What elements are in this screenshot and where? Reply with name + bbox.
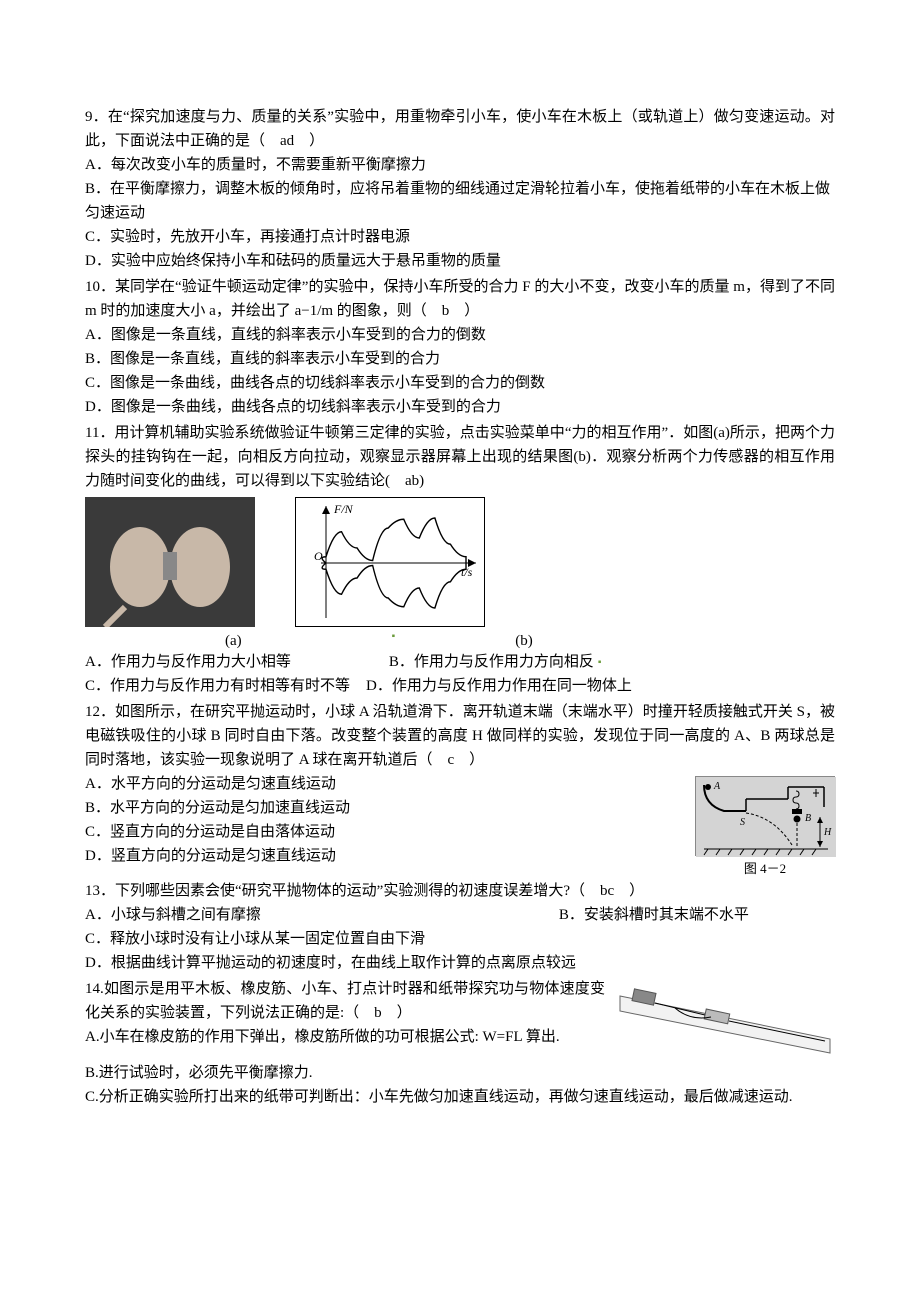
q11-figure-labels: (a) ▪ (b) — [85, 631, 545, 650]
q11-figure-a-box — [85, 497, 255, 627]
q11-opt-d: D．作用力与反作用力作用在同一物体上 — [366, 678, 632, 694]
q13-opt-d: D．根据曲线计算平抛运动的初速度时，在曲线上取作计算的点离原点较远 — [85, 951, 835, 975]
circuit-icon: A S B H — [696, 777, 836, 857]
q14-opt-b: B.进行试验时，必须先平衡摩擦力. — [85, 1061, 835, 1085]
q11-label-b: (b) — [515, 633, 533, 650]
q11-options-row2: C．作用力与反作用力有时相等有时不等 D．作用力与反作用力作用在同一物体上 — [85, 674, 835, 698]
q12-circuit-board: A S B H — [695, 776, 835, 856]
q11-figures: F/N t/s O — [85, 497, 835, 627]
accent-dot-icon: ▪ — [598, 657, 602, 668]
q10-opt-c: C．图像是一条曲线，曲线各点的切线斜率表示小车受到的合力的倒数 — [85, 371, 835, 395]
q11-opt-b: B．作用力与反作用力方向相反 — [389, 654, 594, 670]
q14-opt-c: C.分析正确实验所打出来的纸带可判断出：小车先做匀加速直线运动，再做匀速直线运动… — [85, 1085, 835, 1109]
question-10: 10．某同学在“验证牛顿运动定律”的实验中，保持小车所受的合力 F 的大小不变，… — [85, 275, 835, 419]
svg-text:A: A — [713, 781, 721, 792]
q12-figure: A S B H — [695, 776, 835, 877]
q11-figure-b-graph: F/N t/s O — [295, 497, 485, 627]
accent-dot-icon: ▪ — [392, 631, 396, 650]
q13-opt-c: C．释放小球时没有让小球从某一固定位置自由下滑 — [85, 927, 835, 951]
hands-icon — [85, 497, 255, 627]
q11-stem: 11．用计算机辅助实验系统做验证牛顿第三定律的实验，点击实验菜单中“力的相互作用… — [85, 421, 835, 493]
q11-opt-a: A．作用力与反作用力大小相等 — [85, 654, 291, 670]
q13-opt-a: A．小球与斜槽之间有摩擦 — [85, 907, 261, 923]
q11-label-a: (a) — [225, 633, 242, 650]
svg-text:t/s: t/s — [461, 565, 473, 579]
svg-text:F/N: F/N — [333, 502, 354, 516]
q11-options-row1: A．作用力与反作用力大小相等 B．作用力与反作用力方向相反 ▪ — [85, 650, 835, 674]
q14-figure — [615, 981, 835, 1061]
svg-text:B: B — [805, 813, 811, 824]
q13-stem: 13．下列哪些因素会使“研究平抛物体的运动”实验测得的初速度误差增大?（ bc … — [85, 879, 835, 903]
q11-opt-c: C．作用力与反作用力有时相等有时不等 — [85, 678, 350, 694]
q9-opt-a: A．每次改变小车的质量时，不需要重新平衡摩擦力 — [85, 153, 835, 177]
q10-opt-b: B．图像是一条直线，直线的斜率表示小车受到的合力 — [85, 347, 835, 371]
q13-opt-b: B．安装斜槽时其末端不水平 — [559, 907, 749, 923]
q11-figure-b-box: F/N t/s O — [295, 497, 485, 627]
q9-opt-b: B．在平衡摩擦力，调整木板的倾角时，应将吊着重物的细线通过定滑轮拉着小车，使拖着… — [85, 177, 835, 225]
ramp-icon — [615, 981, 835, 1061]
svg-text:H: H — [823, 827, 832, 838]
q11-figure-a-photo — [85, 497, 255, 627]
force-time-graph: F/N t/s O — [296, 498, 486, 628]
q9-stem: 9．在“探究加速度与力、质量的关系”实验中，用重物牵引小车，使小车在木板上（或轨… — [85, 105, 835, 153]
q13-row-ab: A．小球与斜槽之间有摩擦 B．安装斜槽时其末端不水平 — [85, 903, 835, 927]
q9-opt-d: D．实验中应始终保持小车和砝码的质量远大于悬吊重物的质量 — [85, 249, 835, 273]
svg-text:O: O — [314, 549, 323, 563]
q10-stem: 10．某同学在“验证牛顿运动定律”的实验中，保持小车所受的合力 F 的大小不变，… — [85, 275, 835, 323]
q9-opt-c: C．实验时，先放开小车，再接通打点计时器电源 — [85, 225, 835, 249]
question-14: 14.如图示是用平木板、橡皮筋、小车、打点计时器和纸带探究功与物体速度变化关系的… — [85, 977, 835, 1109]
q12-stem: 12．如图所示，在研究平抛运动时，小球 A 沿轨道滑下．离开轨道末端（末端水平）… — [85, 700, 835, 772]
question-13: 13．下列哪些因素会使“研究平抛物体的运动”实验测得的初速度误差增大?（ bc … — [85, 879, 835, 975]
question-11: 11．用计算机辅助实验系统做验证牛顿第三定律的实验，点击实验菜单中“力的相互作用… — [85, 421, 835, 698]
question-12: 12．如图所示，在研究平抛运动时，小球 A 沿轨道滑下．离开轨道末端（末端水平）… — [85, 700, 835, 877]
svg-text:S: S — [740, 817, 745, 828]
q10-opt-a: A．图像是一条直线，直线的斜率表示小车受到的合力的倒数 — [85, 323, 835, 347]
q10-opt-d: D．图像是一条曲线，曲线各点的切线斜率表示小车受到的合力 — [85, 395, 835, 419]
q12-figure-caption: 图 4－2 — [695, 858, 835, 877]
question-9: 9．在“探究加速度与力、质量的关系”实验中，用重物牵引小车，使小车在木板上（或轨… — [85, 105, 835, 273]
